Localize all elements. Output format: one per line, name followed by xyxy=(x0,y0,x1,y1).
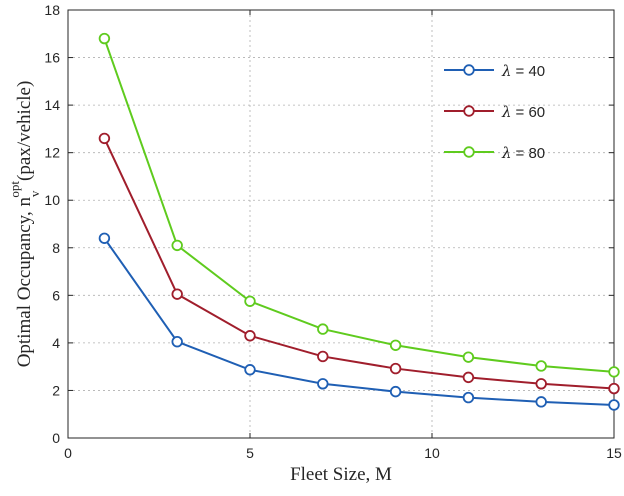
x-tick-label: 5 xyxy=(246,445,254,461)
legend-name: = 80 xyxy=(516,145,546,162)
y-tick-label: 6 xyxy=(52,287,60,303)
data-point xyxy=(171,288,183,300)
legend-entry: λ = 80 xyxy=(444,144,545,162)
y-tick-label: 14 xyxy=(44,97,60,113)
data-point xyxy=(98,132,111,145)
series-0 xyxy=(98,232,620,411)
data-point xyxy=(317,350,329,363)
data-point xyxy=(608,399,620,411)
y-tick-label: 16 xyxy=(44,50,60,66)
x-tick-label: 10 xyxy=(424,445,440,461)
legend-label: λ = 80 xyxy=(501,144,545,162)
x-axis-title: Fleet Size, M xyxy=(290,464,392,485)
data-point xyxy=(462,391,475,404)
data-point xyxy=(171,336,183,348)
legend-symbol: λ xyxy=(501,144,512,162)
data-point xyxy=(608,382,620,395)
y-tick-label: 2 xyxy=(52,382,60,398)
series-group xyxy=(98,32,620,411)
y-tick-label: 18 xyxy=(44,2,60,18)
y-axis-title-superscript: opt xyxy=(7,181,22,198)
legend-marker xyxy=(463,105,475,117)
y-tick-label: 12 xyxy=(44,145,60,161)
data-point xyxy=(389,339,402,351)
plot-area xyxy=(68,10,614,438)
data-point xyxy=(244,295,256,307)
series-line xyxy=(103,38,615,373)
y-axis-title-prefix: Optimal Occupancy, n xyxy=(14,197,35,368)
legend-marker xyxy=(463,64,475,76)
y-tick-label: 4 xyxy=(52,335,60,351)
y-axis-title: Optimal Occupancy, nvopt(pax/vehicle) xyxy=(7,81,42,368)
legend: λ = 40λ = 60λ = 80 xyxy=(444,62,545,162)
legend-label: λ = 60 xyxy=(501,103,545,121)
y-axis-title-suffix: (pax/vehicle) xyxy=(14,81,35,181)
x-tick-label: 15 xyxy=(606,445,622,461)
data-point xyxy=(317,323,329,335)
data-point xyxy=(389,385,402,398)
grid xyxy=(68,10,614,438)
data-point xyxy=(98,232,111,244)
y-tick-label: 0 xyxy=(52,430,60,446)
legend-symbol: λ xyxy=(501,103,512,121)
plot-frame xyxy=(67,9,615,439)
series-line xyxy=(103,237,615,406)
legend-name: = 60 xyxy=(516,104,546,121)
legend-name: = 40 xyxy=(516,63,546,80)
data-point xyxy=(389,362,402,375)
data-point xyxy=(317,378,329,390)
data-point xyxy=(171,239,183,252)
y-tick-label: 10 xyxy=(44,192,60,208)
legend-marker xyxy=(463,146,475,158)
y-tick-label: 8 xyxy=(52,240,60,256)
series-line xyxy=(103,137,615,390)
data-point xyxy=(98,32,111,45)
data-point xyxy=(535,396,547,408)
data-point xyxy=(462,351,475,363)
axis-ticks: 0 5 10 15 0 2 4 6 8 10 12 14 16 18 xyxy=(44,2,622,461)
legend-entry: λ = 60 xyxy=(444,103,545,121)
data-point xyxy=(244,364,256,376)
data-point xyxy=(535,360,547,372)
legend-symbol: λ xyxy=(501,62,512,80)
data-point xyxy=(608,366,620,378)
legend-label: λ = 40 xyxy=(501,62,545,80)
data-point xyxy=(535,378,547,390)
data-point xyxy=(244,330,256,342)
legend-entry: λ = 40 xyxy=(444,62,545,80)
x-tick-label: 0 xyxy=(64,445,72,461)
data-point xyxy=(462,371,475,384)
series-1 xyxy=(98,132,620,395)
y-axis-title-subscript: v xyxy=(27,190,42,197)
series-2 xyxy=(98,32,620,378)
